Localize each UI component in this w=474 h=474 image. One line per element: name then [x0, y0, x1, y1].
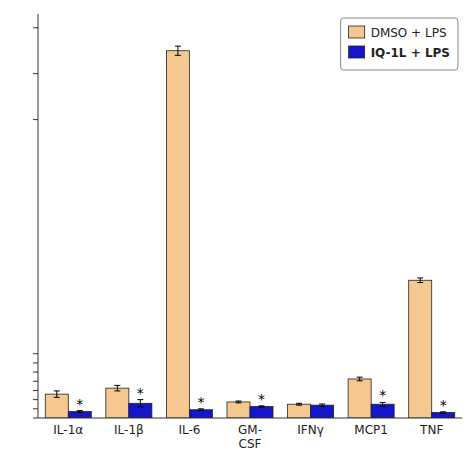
y-tick [33, 390, 38, 391]
x-tick-label-line: GM- [238, 423, 262, 437]
y-tick [33, 119, 38, 120]
error-cap [417, 282, 423, 283]
x-tick-label: IFNγ [297, 423, 324, 437]
error-bar [235, 401, 241, 403]
legend-swatch [349, 26, 365, 38]
x-tick-label: MCP1 [354, 423, 388, 437]
error-cap [114, 385, 120, 386]
error-bar [319, 404, 325, 406]
y-tick [33, 372, 38, 373]
error-bar [417, 278, 423, 283]
significance-label: * [258, 391, 265, 407]
significance-label: * [137, 385, 144, 401]
error-cap [319, 403, 325, 404]
bar [106, 388, 129, 418]
error-cap [440, 413, 446, 414]
error-cap [357, 377, 363, 378]
x-tick-label: TNF [419, 423, 443, 437]
error-bar [175, 46, 181, 55]
y-tick [33, 73, 38, 74]
error-cap [77, 412, 83, 413]
bar [311, 405, 334, 418]
y-tick [33, 399, 38, 400]
bar [288, 404, 311, 418]
error-cap [296, 405, 302, 406]
y-tick [33, 353, 38, 354]
bar [68, 412, 91, 418]
error-bar [357, 377, 363, 381]
legend-label: DMSO + LPS [371, 26, 447, 40]
error-bar [137, 400, 143, 407]
x-tick-label-line: IL-6 [178, 423, 200, 437]
y-tick [33, 381, 38, 382]
bar [371, 404, 394, 418]
error-bar [296, 403, 302, 405]
error-cap [296, 403, 302, 404]
x-tick-label: GM-CSF [238, 423, 262, 451]
x-tick-label-line: TNF [419, 423, 443, 437]
bar [227, 402, 250, 418]
chart-container: * * * * * * IL-1α IL-1β IL-6 GM-CSF IFNγ MCP1 TNF DMS… [0, 0, 474, 474]
error-cap [380, 406, 386, 407]
x-tick-label: IL-6 [178, 423, 200, 437]
chart-svg: * * * * * * IL-1α IL-1β IL-6 GM-CSF IFNγ MCP1 TNF DMS… [0, 0, 474, 474]
x-tick-label-line: IFNγ [297, 423, 324, 437]
error-stem [359, 377, 360, 381]
x-axis-line [38, 418, 462, 419]
error-cap [357, 380, 363, 381]
error-cap [235, 402, 241, 403]
bar [250, 407, 273, 418]
bar [189, 410, 212, 418]
error-cap [54, 390, 60, 391]
y-tick [33, 408, 38, 409]
legend: DMSO + LPS IQ-1L + LPS [341, 18, 458, 70]
x-tick-label-line: IL-1α [53, 423, 83, 437]
error-cap [175, 46, 181, 47]
error-stem [420, 278, 421, 283]
y-tick [33, 362, 38, 363]
plot-area [45, 46, 454, 418]
bar [166, 51, 189, 418]
error-cap [175, 55, 181, 56]
bar [409, 280, 432, 418]
legend-label: IQ-1L + LPS [371, 46, 450, 60]
error-cap [417, 277, 423, 278]
significance-label: * [379, 387, 386, 403]
bar [432, 412, 455, 418]
x-tick-label-line: CSF [239, 437, 262, 451]
error-stem [140, 400, 141, 407]
error-cap [235, 401, 241, 402]
error-cap [137, 406, 143, 407]
error-cap [319, 406, 325, 407]
y-tick [33, 418, 38, 419]
error-stem [117, 385, 118, 391]
error-cap [54, 397, 60, 398]
error-cap [259, 407, 265, 408]
y-tick [33, 27, 38, 28]
x-tick-label: IL-1α [53, 423, 83, 437]
legend-swatch [349, 46, 365, 58]
error-bar [114, 385, 120, 391]
error-cap [198, 410, 204, 411]
error-cap [114, 390, 120, 391]
bar [45, 394, 68, 418]
legend-box [341, 18, 458, 70]
significance-label: * [197, 394, 204, 410]
significance-label: * [76, 396, 83, 412]
x-tick-label-line: MCP1 [354, 423, 388, 437]
error-stem [177, 46, 178, 55]
x-tick-label-line: IL-1β [114, 423, 144, 437]
bar [348, 379, 371, 418]
error-bar [54, 391, 60, 397]
significance-label: * [440, 397, 447, 413]
x-tick-label: IL-1β [114, 423, 144, 437]
y-axis-line [38, 14, 39, 418]
error-stem [56, 391, 57, 397]
